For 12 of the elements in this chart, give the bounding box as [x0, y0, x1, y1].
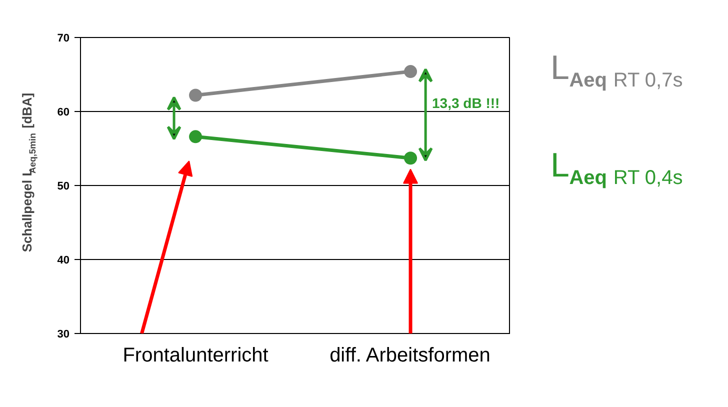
y-tick-label: 50 [57, 180, 70, 192]
y-tick-label: 70 [57, 32, 70, 44]
y-tick-label: 40 [57, 254, 70, 266]
annotation: 13,3 dB !!! [432, 94, 500, 111]
point [404, 65, 418, 78]
point [404, 152, 418, 165]
point [189, 88, 202, 102]
x-tick-label: diff. Arbeitsformen [330, 344, 490, 366]
point [189, 130, 202, 144]
y-tick-label: 60 [57, 106, 70, 118]
y-tick-label: 30 [57, 328, 70, 340]
x-tick-label: Frontalunterricht [122, 344, 269, 366]
